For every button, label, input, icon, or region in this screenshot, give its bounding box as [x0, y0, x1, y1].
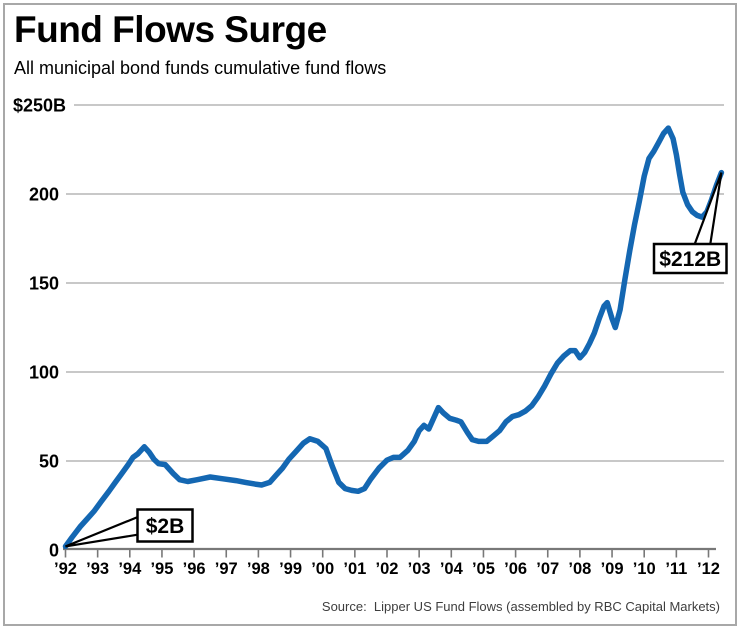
x-tick-label: ’05 — [472, 560, 495, 578]
x-tick-label: ’08 — [568, 560, 591, 578]
x-tick-label: ’07 — [536, 560, 559, 578]
chart-title: Fund Flows Surge — [14, 9, 327, 50]
x-tick-label: ’95 — [150, 560, 173, 578]
x-tick-label: ’09 — [601, 560, 624, 578]
source-attribution: Source: Lipper US Fund Flows (assembled … — [321, 599, 720, 614]
callout-label-0: $2B — [146, 515, 185, 538]
x-tick-label: ’12 — [697, 560, 720, 578]
x-tick-label: ’96 — [183, 560, 206, 578]
chart-subtitle: All municipal bond funds cumulative fund… — [14, 58, 387, 78]
callout-tail-1 — [692, 172, 723, 248]
x-tick-label: ’94 — [118, 560, 142, 578]
x-tick-label: ’00 — [311, 560, 334, 578]
x-tick-label: ’98 — [247, 560, 270, 578]
callout-box-0 — [136, 508, 194, 543]
x-tick-label: ’10 — [633, 560, 656, 578]
fund-flows-line — [62, 125, 725, 550]
y-tick-label: 50 — [39, 452, 59, 472]
y-tick-label: 200 — [29, 185, 59, 205]
callout-label-1: $212B — [659, 248, 721, 271]
callout-box-1 — [652, 242, 728, 275]
y-tick-label: 100 — [29, 363, 59, 383]
x-tick-label: ’04 — [440, 560, 464, 578]
x-tick-label: ’01 — [343, 560, 366, 578]
x-tick-label: ’06 — [504, 560, 527, 578]
x-tick-label: ’97 — [215, 560, 238, 578]
y-tick-label: 0 — [49, 541, 59, 561]
y-tick-label: $250B — [13, 96, 66, 116]
x-tick-label: ’02 — [376, 560, 399, 578]
x-tick-label: ’92 — [54, 560, 77, 578]
x-tick-label: ’99 — [279, 560, 302, 578]
y-tick-label: 150 — [29, 274, 59, 294]
x-tick-label: ’11 — [665, 560, 687, 578]
x-tick-label: ’93 — [86, 560, 109, 578]
x-tick-label: ’03 — [408, 560, 431, 578]
